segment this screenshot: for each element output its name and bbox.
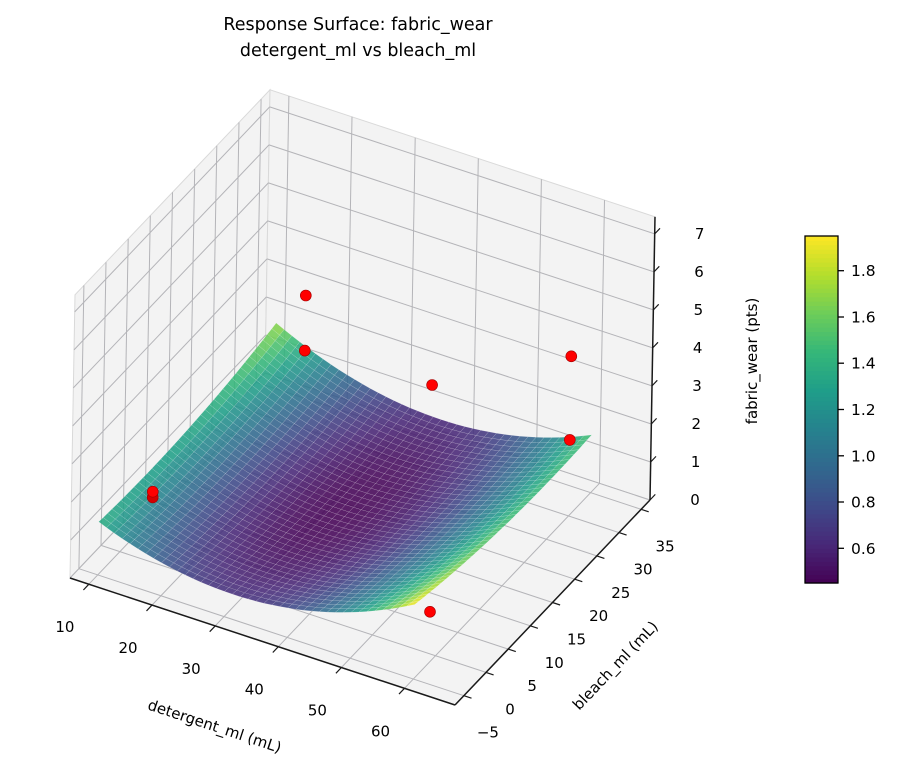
- colorbar-tick-label: 1.8: [851, 262, 876, 280]
- colorbar-gradient: [805, 236, 838, 584]
- scatter-point: [563, 434, 576, 446]
- y-tick-label: 5: [527, 677, 537, 695]
- x-tick-label: 10: [55, 618, 74, 636]
- x-tick-label: 50: [308, 702, 327, 720]
- y-tick-label: 25: [611, 584, 630, 602]
- scatter-point: [426, 379, 438, 391]
- z-tick-labels: 0 1 2 3 4 5 6 7: [690, 225, 704, 509]
- x-tick-label: 20: [118, 639, 137, 657]
- z-tick-label: 7: [695, 225, 705, 243]
- z-tick-label: 2: [692, 415, 702, 433]
- colorbar: 0.6 0.8 1.0 1.2 1.4 1.6 1.8: [804, 235, 876, 584]
- scatter-point: [424, 605, 436, 618]
- colorbar-tick-label: 0.8: [851, 494, 876, 512]
- z-tick-label: 1: [691, 453, 701, 471]
- scatter-point: [565, 350, 578, 363]
- scatter-point: [299, 289, 312, 302]
- colorbar-tick-label: 1.0: [851, 447, 876, 465]
- pane-gridlines: [69, 95, 655, 697]
- z-tick-label: 4: [693, 339, 703, 357]
- y-tick-label: 20: [589, 607, 608, 625]
- z-tick-label: 5: [694, 301, 704, 319]
- x-tick-label: 60: [371, 722, 390, 740]
- scatter-points: [146, 289, 578, 618]
- colorbar-tick-label: 0.6: [851, 540, 876, 558]
- x-axis-title: detergent_ml (mL): [145, 696, 284, 758]
- axes: [69, 216, 661, 706]
- colorbar-tick-labels: 0.6 0.8 1.0 1.2 1.4 1.6 1.8: [838, 262, 876, 558]
- x-tick-labels: 10 20 30 40 50 60: [55, 618, 390, 740]
- scatter-point: [298, 344, 311, 357]
- colorbar-tick-label: 1.6: [851, 309, 876, 327]
- x-tick-label: 40: [245, 681, 264, 699]
- y-tick-label: 0: [505, 700, 515, 718]
- z-axis-title: fabric_wear (pts): [743, 298, 762, 425]
- y-tick-label: 15: [567, 631, 586, 649]
- chart-title-line1: Response Surface: fabric_wear: [223, 15, 493, 35]
- y-tick-label: 35: [656, 537, 675, 555]
- scatter-point: [147, 485, 159, 498]
- colorbar-tick-label: 1.4: [851, 355, 876, 373]
- z-tick-label: 3: [692, 377, 702, 395]
- z-tick-label: 0: [690, 491, 700, 509]
- colorbar-tick-label: 1.2: [851, 401, 876, 419]
- surface-mesh: [98, 322, 592, 613]
- y-tick-label: 30: [633, 561, 652, 579]
- y-tick-label: −5: [477, 724, 499, 742]
- x-tick-label: 30: [182, 660, 201, 678]
- chart-title: Response Surface: fabric_wear detergent_…: [0, 12, 716, 64]
- z-tick-label: 6: [694, 263, 704, 281]
- y-tick-label: 10: [545, 654, 564, 672]
- chart-title-line2: detergent_ml vs bleach_ml: [239, 41, 477, 61]
